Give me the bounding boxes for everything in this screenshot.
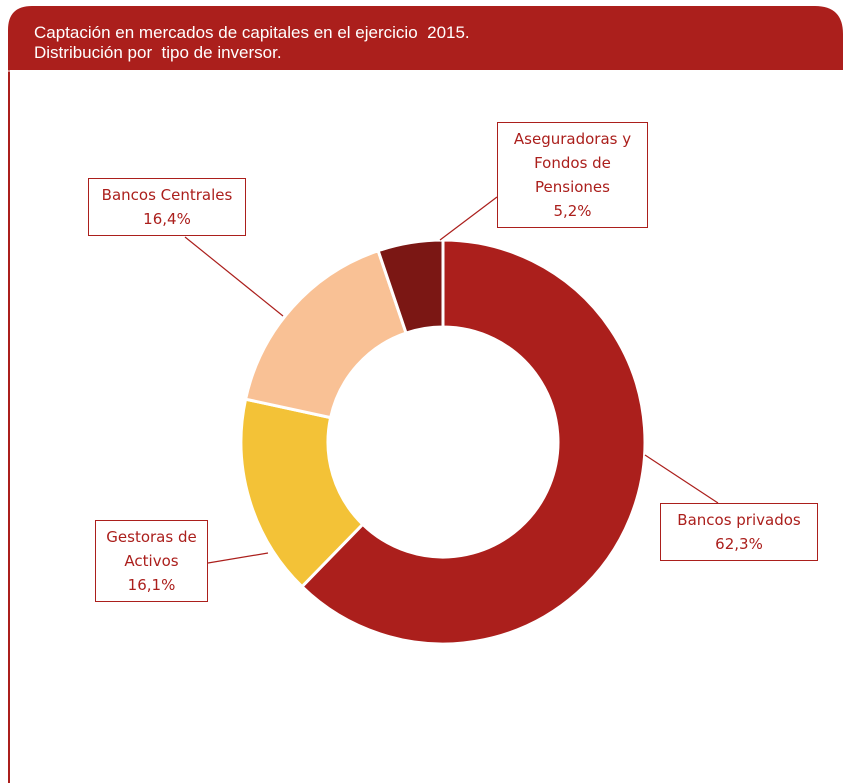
leader-line bbox=[184, 236, 284, 317]
category-label: Aseguradoras y Fondos de Pensiones bbox=[513, 130, 632, 196]
data-label: Gestoras de Activos 16,1% bbox=[95, 520, 208, 602]
leader-line bbox=[207, 552, 269, 564]
value-label: 16,1% bbox=[127, 576, 176, 594]
data-label: Bancos Centrales 16,4% bbox=[88, 178, 246, 236]
leader-line bbox=[644, 454, 719, 504]
category-label: Gestoras de Activos bbox=[106, 528, 197, 570]
data-label: Aseguradoras y Fondos de Pensiones 5,2% bbox=[497, 122, 648, 228]
donut-slice bbox=[376, 238, 445, 335]
data-label: Bancos privados 62,3% bbox=[660, 503, 818, 561]
value-label: 62,3% bbox=[715, 535, 763, 553]
chart-subtitle: Distribución por tipo de inversor. bbox=[34, 43, 282, 62]
donut-slice bbox=[299, 238, 647, 646]
chart-title: Captación en mercados de capitales en el… bbox=[34, 23, 470, 42]
leader-line bbox=[439, 196, 498, 241]
value-label: 5,2% bbox=[553, 202, 592, 220]
header-band bbox=[8, 6, 843, 783]
category-label: Bancos privados bbox=[677, 511, 801, 529]
donut-slice bbox=[243, 248, 408, 420]
category-label: Bancos Centrales bbox=[101, 186, 233, 204]
value-label: 16,4% bbox=[143, 210, 191, 228]
